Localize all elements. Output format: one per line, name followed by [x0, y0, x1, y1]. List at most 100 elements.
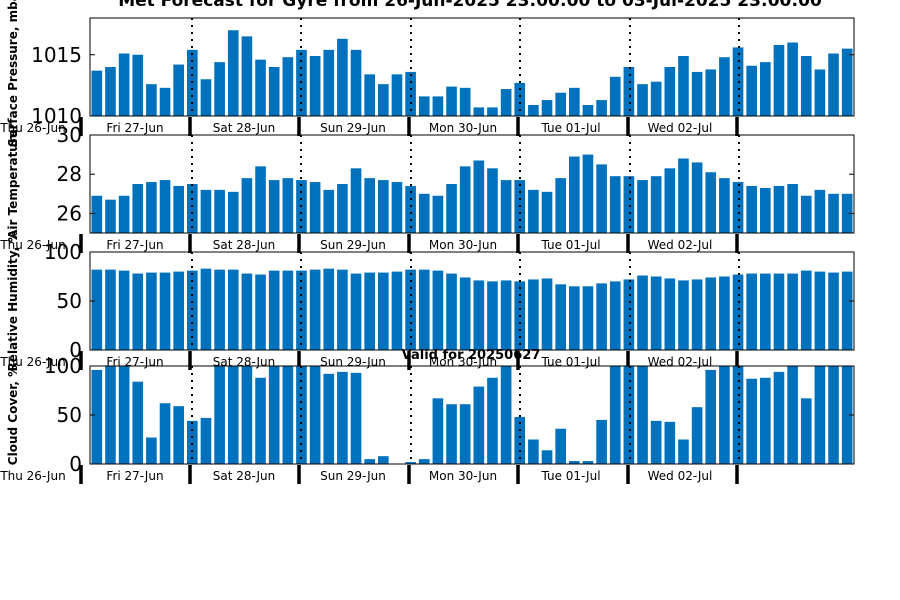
bar: [473, 160, 485, 233]
bar: [309, 182, 321, 233]
y-axis-label: Surface Pressure, mbar: [6, 0, 20, 147]
bar: [841, 366, 853, 464]
bar: [418, 96, 430, 116]
x-tick-label: Wed 02-Jul: [648, 121, 713, 135]
bar: [282, 366, 294, 464]
y-axis-label: Cloud Cover, %: [6, 365, 20, 465]
bar: [459, 87, 471, 116]
bar: [541, 450, 553, 464]
bar: [705, 369, 717, 464]
bar: [746, 65, 757, 116]
bar: [173, 64, 184, 116]
bar: [773, 273, 785, 350]
x-tick-label: Thu 26-Jun: [0, 469, 66, 483]
x-tick-label: Fri 27-Jun: [106, 469, 163, 483]
bar: [159, 87, 171, 116]
bar: [159, 180, 171, 233]
bar: [432, 398, 444, 464]
bar: [364, 74, 375, 116]
bar: [146, 437, 157, 464]
bar: [637, 366, 648, 464]
bar: [214, 366, 225, 464]
x-tick-label: Sat 28-Jun: [213, 469, 276, 483]
bar: [268, 180, 280, 233]
bar: [609, 281, 621, 350]
bar: [282, 178, 294, 233]
bar: [214, 62, 225, 116]
bar: [487, 281, 498, 350]
valid-for-label: Valid for 20250627: [402, 348, 541, 363]
bar: [91, 70, 103, 116]
bar: [555, 284, 566, 350]
bar: [378, 180, 389, 233]
x-tick-label: Thu 26-Jun: [0, 121, 66, 135]
bar: [760, 62, 771, 116]
bar: [623, 366, 635, 464]
bar: [773, 185, 785, 233]
bar: [227, 30, 239, 116]
bar: [446, 404, 457, 464]
bar: [118, 53, 130, 116]
y-tick-label: 26: [57, 201, 82, 225]
bar: [459, 166, 471, 233]
bar: [173, 185, 184, 233]
bar: [418, 269, 430, 350]
bar: [596, 419, 607, 464]
bar: [623, 279, 635, 350]
bar: [214, 189, 225, 233]
bar: [473, 107, 485, 116]
bar: [282, 270, 294, 350]
bar: [446, 86, 457, 116]
bar: [132, 184, 144, 233]
bar: [132, 273, 144, 350]
bar: [105, 269, 116, 350]
bar: [241, 36, 253, 117]
bar: [350, 49, 362, 116]
bar: [432, 195, 444, 233]
bar: [541, 191, 553, 233]
bar: [814, 366, 826, 464]
bar: [323, 189, 335, 233]
bar: [664, 421, 676, 464]
bar: [405, 462, 416, 464]
bar: [146, 182, 157, 233]
x-tick-label: Sun 29-Jun: [320, 469, 386, 483]
bar: [159, 403, 171, 464]
bar: [609, 76, 621, 116]
x-tick-label: Tue 01-Jul: [540, 238, 600, 252]
figure-title: Met Forecast for Gyre from 26-Jun-2025 2…: [118, 0, 822, 11]
bar: [241, 178, 253, 233]
bar: [841, 271, 853, 350]
x-tick-label: Wed 02-Jul: [648, 238, 713, 252]
x-tick-label: Mon 30-Jun: [429, 469, 497, 483]
bar: [487, 107, 498, 116]
x-tick-label: Mon 30-Jun: [429, 238, 497, 252]
bar: [596, 164, 607, 233]
bar: [746, 273, 757, 350]
bar: [541, 100, 553, 116]
bar: [118, 270, 130, 350]
bar: [146, 84, 157, 116]
bar: [650, 276, 662, 350]
bar: [391, 74, 403, 116]
x-tick-label: Fri 27-Jun: [106, 238, 163, 252]
bar: [132, 54, 144, 116]
bar: [596, 100, 607, 116]
bar: [323, 49, 335, 116]
y-axis-label: Relative Humidity, %: [6, 231, 20, 372]
bar: [705, 172, 717, 233]
bar: [432, 270, 444, 350]
bar: [132, 381, 144, 464]
bar: [105, 366, 116, 464]
bar: [609, 366, 621, 464]
bar: [487, 168, 498, 233]
bar: [405, 185, 416, 233]
bar: [678, 55, 689, 116]
bar: [187, 420, 198, 464]
bar: [555, 178, 566, 233]
bar: [637, 84, 648, 116]
bar: [227, 191, 239, 233]
bar: [337, 371, 348, 464]
bar: [650, 420, 662, 464]
